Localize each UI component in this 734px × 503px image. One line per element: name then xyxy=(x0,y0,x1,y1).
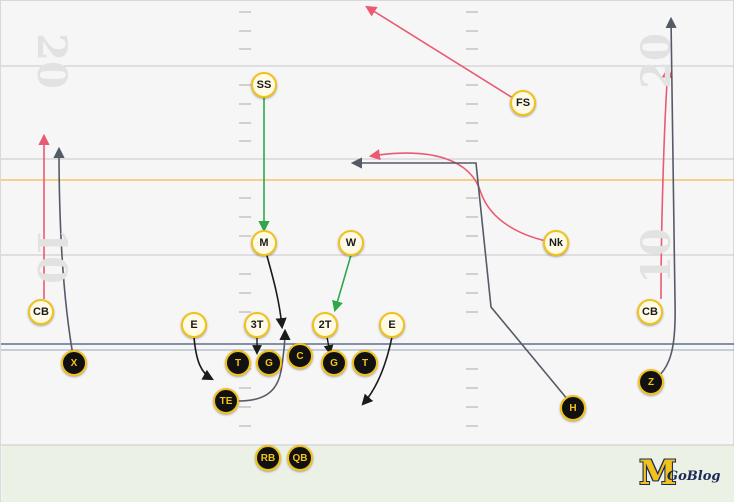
player-label: SS xyxy=(256,79,272,91)
player-cb-left: CB xyxy=(28,299,54,325)
player-label: FS xyxy=(515,97,531,109)
player-label: TE xyxy=(219,395,233,407)
player-label: Nk xyxy=(548,237,564,249)
player-label: W xyxy=(345,237,357,249)
player-qb: QB xyxy=(287,445,313,471)
route-m xyxy=(263,244,287,330)
player-w: W xyxy=(338,230,364,256)
player-x: X xyxy=(61,350,87,376)
yard-number-right-top: 20 xyxy=(632,33,680,89)
player-label: X xyxy=(70,357,78,369)
player-m: M xyxy=(251,230,277,256)
player-h: H xyxy=(560,395,586,421)
route-cb-right xyxy=(660,66,673,300)
player-label: 2T xyxy=(318,319,332,331)
player-e-right: E xyxy=(379,312,405,338)
player-label: H xyxy=(569,402,577,414)
player-c: C xyxy=(287,343,313,369)
player-label: CB xyxy=(33,306,49,318)
player-label: Z xyxy=(647,376,655,388)
player-g-right: G xyxy=(321,350,347,376)
route-w xyxy=(332,254,352,313)
player-label: M xyxy=(259,237,269,249)
player-3t: 3T xyxy=(244,312,270,338)
route-fs xyxy=(365,5,522,104)
player-e-left: E xyxy=(181,312,207,338)
mgoblog-logo: M GoBlog xyxy=(639,453,731,497)
player-t-right: T xyxy=(352,350,378,376)
player-label: G xyxy=(330,357,338,369)
player-ss: SS xyxy=(251,72,277,98)
player-label: E xyxy=(388,319,396,331)
player-t-left: T xyxy=(225,350,251,376)
player-nk: Nk xyxy=(543,230,569,256)
player-te: TE xyxy=(213,388,239,414)
player-label: 3T xyxy=(250,319,264,331)
backfield-area xyxy=(2,445,734,502)
yard-lines xyxy=(1,65,734,256)
route-h xyxy=(350,157,574,407)
hash-marks-left xyxy=(239,11,251,427)
player-label: C xyxy=(296,350,304,362)
logo-letter: M xyxy=(639,453,677,493)
player-2t: 2T xyxy=(312,312,338,338)
player-label: T xyxy=(234,357,242,369)
player-rb: RB xyxy=(255,445,281,471)
player-z: Z xyxy=(638,369,664,395)
yard-number-right-bottom: 10 xyxy=(632,228,680,284)
player-fs: FS xyxy=(510,90,536,116)
logo-text: GoBlog xyxy=(667,469,721,484)
route-e-left xyxy=(193,336,214,381)
player-label: T xyxy=(361,357,369,369)
player-cb-right: CB xyxy=(637,299,663,325)
route-nk xyxy=(368,149,557,244)
route-te xyxy=(237,328,291,402)
player-label: G xyxy=(265,357,273,369)
player-label: QB xyxy=(292,452,308,464)
player-label: CB xyxy=(642,306,658,318)
player-label: RB xyxy=(260,452,276,464)
player-label: E xyxy=(190,319,198,331)
hash-marks-right xyxy=(466,11,478,427)
route-e-right xyxy=(361,336,393,406)
player-g-left: G xyxy=(256,350,282,376)
yard-number-left-bottom: 10 xyxy=(27,228,75,284)
yard-number-left-top: 20 xyxy=(27,33,75,89)
route-x xyxy=(53,146,75,362)
